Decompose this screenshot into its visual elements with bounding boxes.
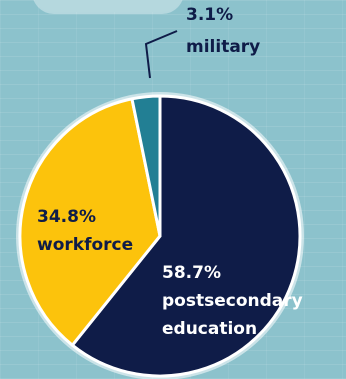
pie-slices xyxy=(18,94,302,378)
military-leader-line xyxy=(144,30,178,79)
top-decorative-tab xyxy=(32,0,184,12)
military-category-label: military xyxy=(186,37,260,57)
pie-slice-military xyxy=(130,94,162,238)
postsecondary-percent-label: 58.7% xyxy=(162,263,221,283)
workforce-category-label: workforce xyxy=(37,235,133,255)
military-percent-label: 3.1% xyxy=(186,5,233,25)
postsecondary-category-label-line1: postsecondary xyxy=(162,291,303,311)
pie-slice-workforce xyxy=(18,97,162,347)
workforce-percent-label: 34.8% xyxy=(37,207,96,227)
postsecondary-category-label-line2: education xyxy=(162,319,257,339)
pie-slice-postsecondary xyxy=(70,94,302,378)
